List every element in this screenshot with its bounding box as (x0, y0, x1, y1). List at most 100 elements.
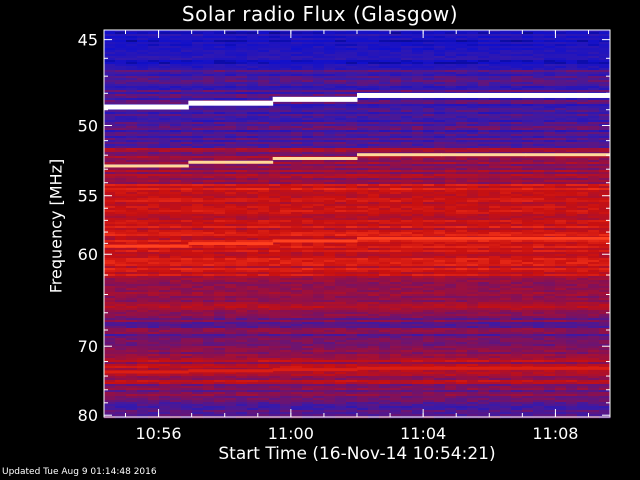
spectrogram-cell (456, 160, 468, 163)
spectrogram-cell (247, 226, 259, 229)
spectrogram-cell (555, 200, 567, 203)
spectrogram-cell (104, 156, 116, 159)
spectrogram-cell (456, 168, 468, 171)
spectrogram-cell (324, 112, 336, 115)
spectrogram-cell (236, 180, 248, 183)
spectrogram-cell (247, 210, 259, 213)
spectrogram-cell (115, 70, 127, 73)
spectrogram-cell (555, 48, 567, 51)
spectrogram-cell (390, 204, 402, 207)
spectrogram-cell (203, 214, 215, 217)
spectrogram-cell (467, 68, 479, 71)
spectrogram-cell (456, 118, 468, 121)
spectrogram-cell (247, 110, 259, 113)
spectrogram-cell (302, 32, 314, 35)
spectrogram-cell (555, 170, 567, 173)
spectrogram-cell (401, 70, 413, 73)
spectrogram-cell (368, 50, 380, 53)
spectrogram-cell (445, 86, 457, 89)
spectrogram-cell (533, 132, 545, 135)
spectrogram-cell (456, 226, 468, 229)
spectrogram-cell (555, 242, 567, 245)
spectrogram-cell (126, 156, 138, 159)
spectrogram-cell (511, 176, 523, 179)
spectrogram-cell (181, 76, 193, 79)
spectrogram-cell (104, 214, 116, 217)
spectrogram-cell (302, 90, 314, 93)
spectrogram-cell (467, 126, 479, 129)
spectrogram-cell (544, 98, 556, 101)
spectrogram-cell (159, 68, 171, 71)
spectrogram-cell (522, 72, 534, 75)
spectrogram-cell (401, 44, 413, 47)
spectrogram-cell (148, 206, 160, 209)
spectrogram-cell (115, 150, 127, 153)
spectrogram-cell (236, 98, 248, 101)
spectrogram-cell (247, 56, 259, 59)
spectrogram-cell (324, 174, 336, 177)
spectrogram-cell (324, 116, 336, 119)
spectrogram-cell (357, 242, 369, 245)
spectrogram-cell (104, 174, 116, 177)
spectrogram-cell (423, 196, 435, 199)
spectrogram-cell (313, 58, 325, 61)
spectrogram-cell (258, 42, 270, 45)
spectrogram-cell (489, 170, 501, 173)
spectrogram-cell (148, 124, 160, 127)
spectrogram-cell (445, 50, 457, 53)
spectrogram-cell (379, 194, 391, 197)
spectrogram-cell (159, 138, 171, 141)
spectrogram-cell (247, 186, 259, 189)
spectrogram-cell (522, 70, 534, 73)
spectrogram-cell (423, 130, 435, 133)
spectrogram-cell (577, 232, 589, 235)
spectrogram-cell (291, 40, 303, 43)
spectrogram-cell (368, 184, 380, 187)
spectrogram-cell (313, 90, 325, 93)
spectrogram-cell (225, 146, 237, 149)
spectrogram-cell (423, 164, 435, 167)
spectrogram-cell (500, 194, 512, 197)
spectrogram-cell (192, 194, 204, 197)
spectrogram-cell (445, 76, 457, 79)
spectrogram-cell (126, 168, 138, 171)
spectrogram-cell (115, 170, 127, 173)
spectrogram-cell (324, 236, 336, 239)
spectrogram-cell (104, 196, 116, 199)
spectrogram-cell (280, 56, 292, 59)
spectrogram-cell (346, 206, 358, 209)
spectrogram-cell (456, 170, 468, 173)
spectrogram-cell (566, 224, 578, 227)
spectrogram-cell (401, 114, 413, 117)
spectrogram-cell (148, 30, 160, 33)
spectrogram-cell (148, 228, 160, 231)
spectrogram-cell (115, 186, 127, 189)
spectrogram-cell (291, 232, 303, 235)
spectrogram-cell (533, 124, 545, 127)
spectrogram-cell (401, 122, 413, 125)
spectrogram-cell (115, 54, 127, 57)
spectrogram-cell (423, 120, 435, 123)
spectrogram-cell (577, 84, 589, 87)
spectrogram-cell (544, 204, 556, 207)
spectrogram-cell (214, 116, 226, 119)
spectrogram-cell (379, 208, 391, 211)
spectrogram-cell (214, 190, 226, 193)
spectrogram-cell (214, 212, 226, 215)
spectrogram-cell (258, 94, 270, 97)
spectrogram-cell (247, 224, 259, 227)
spectrogram-cell (247, 32, 259, 35)
spectrogram-cell (478, 230, 490, 233)
spectrogram-cell (401, 160, 413, 163)
spectrogram-cell (335, 224, 347, 227)
spectrogram-cell (544, 118, 556, 121)
spectrogram-cell (192, 146, 204, 149)
spectrogram-cell (588, 84, 600, 87)
spectrogram-cell (434, 210, 446, 213)
spectrogram-cell (544, 182, 556, 185)
spectrogram-cell (555, 232, 567, 235)
spectrogram-cell (434, 242, 446, 245)
spectrogram-cell (126, 188, 138, 191)
spectrogram-cell (434, 204, 446, 207)
spectrogram-cell (313, 126, 325, 129)
